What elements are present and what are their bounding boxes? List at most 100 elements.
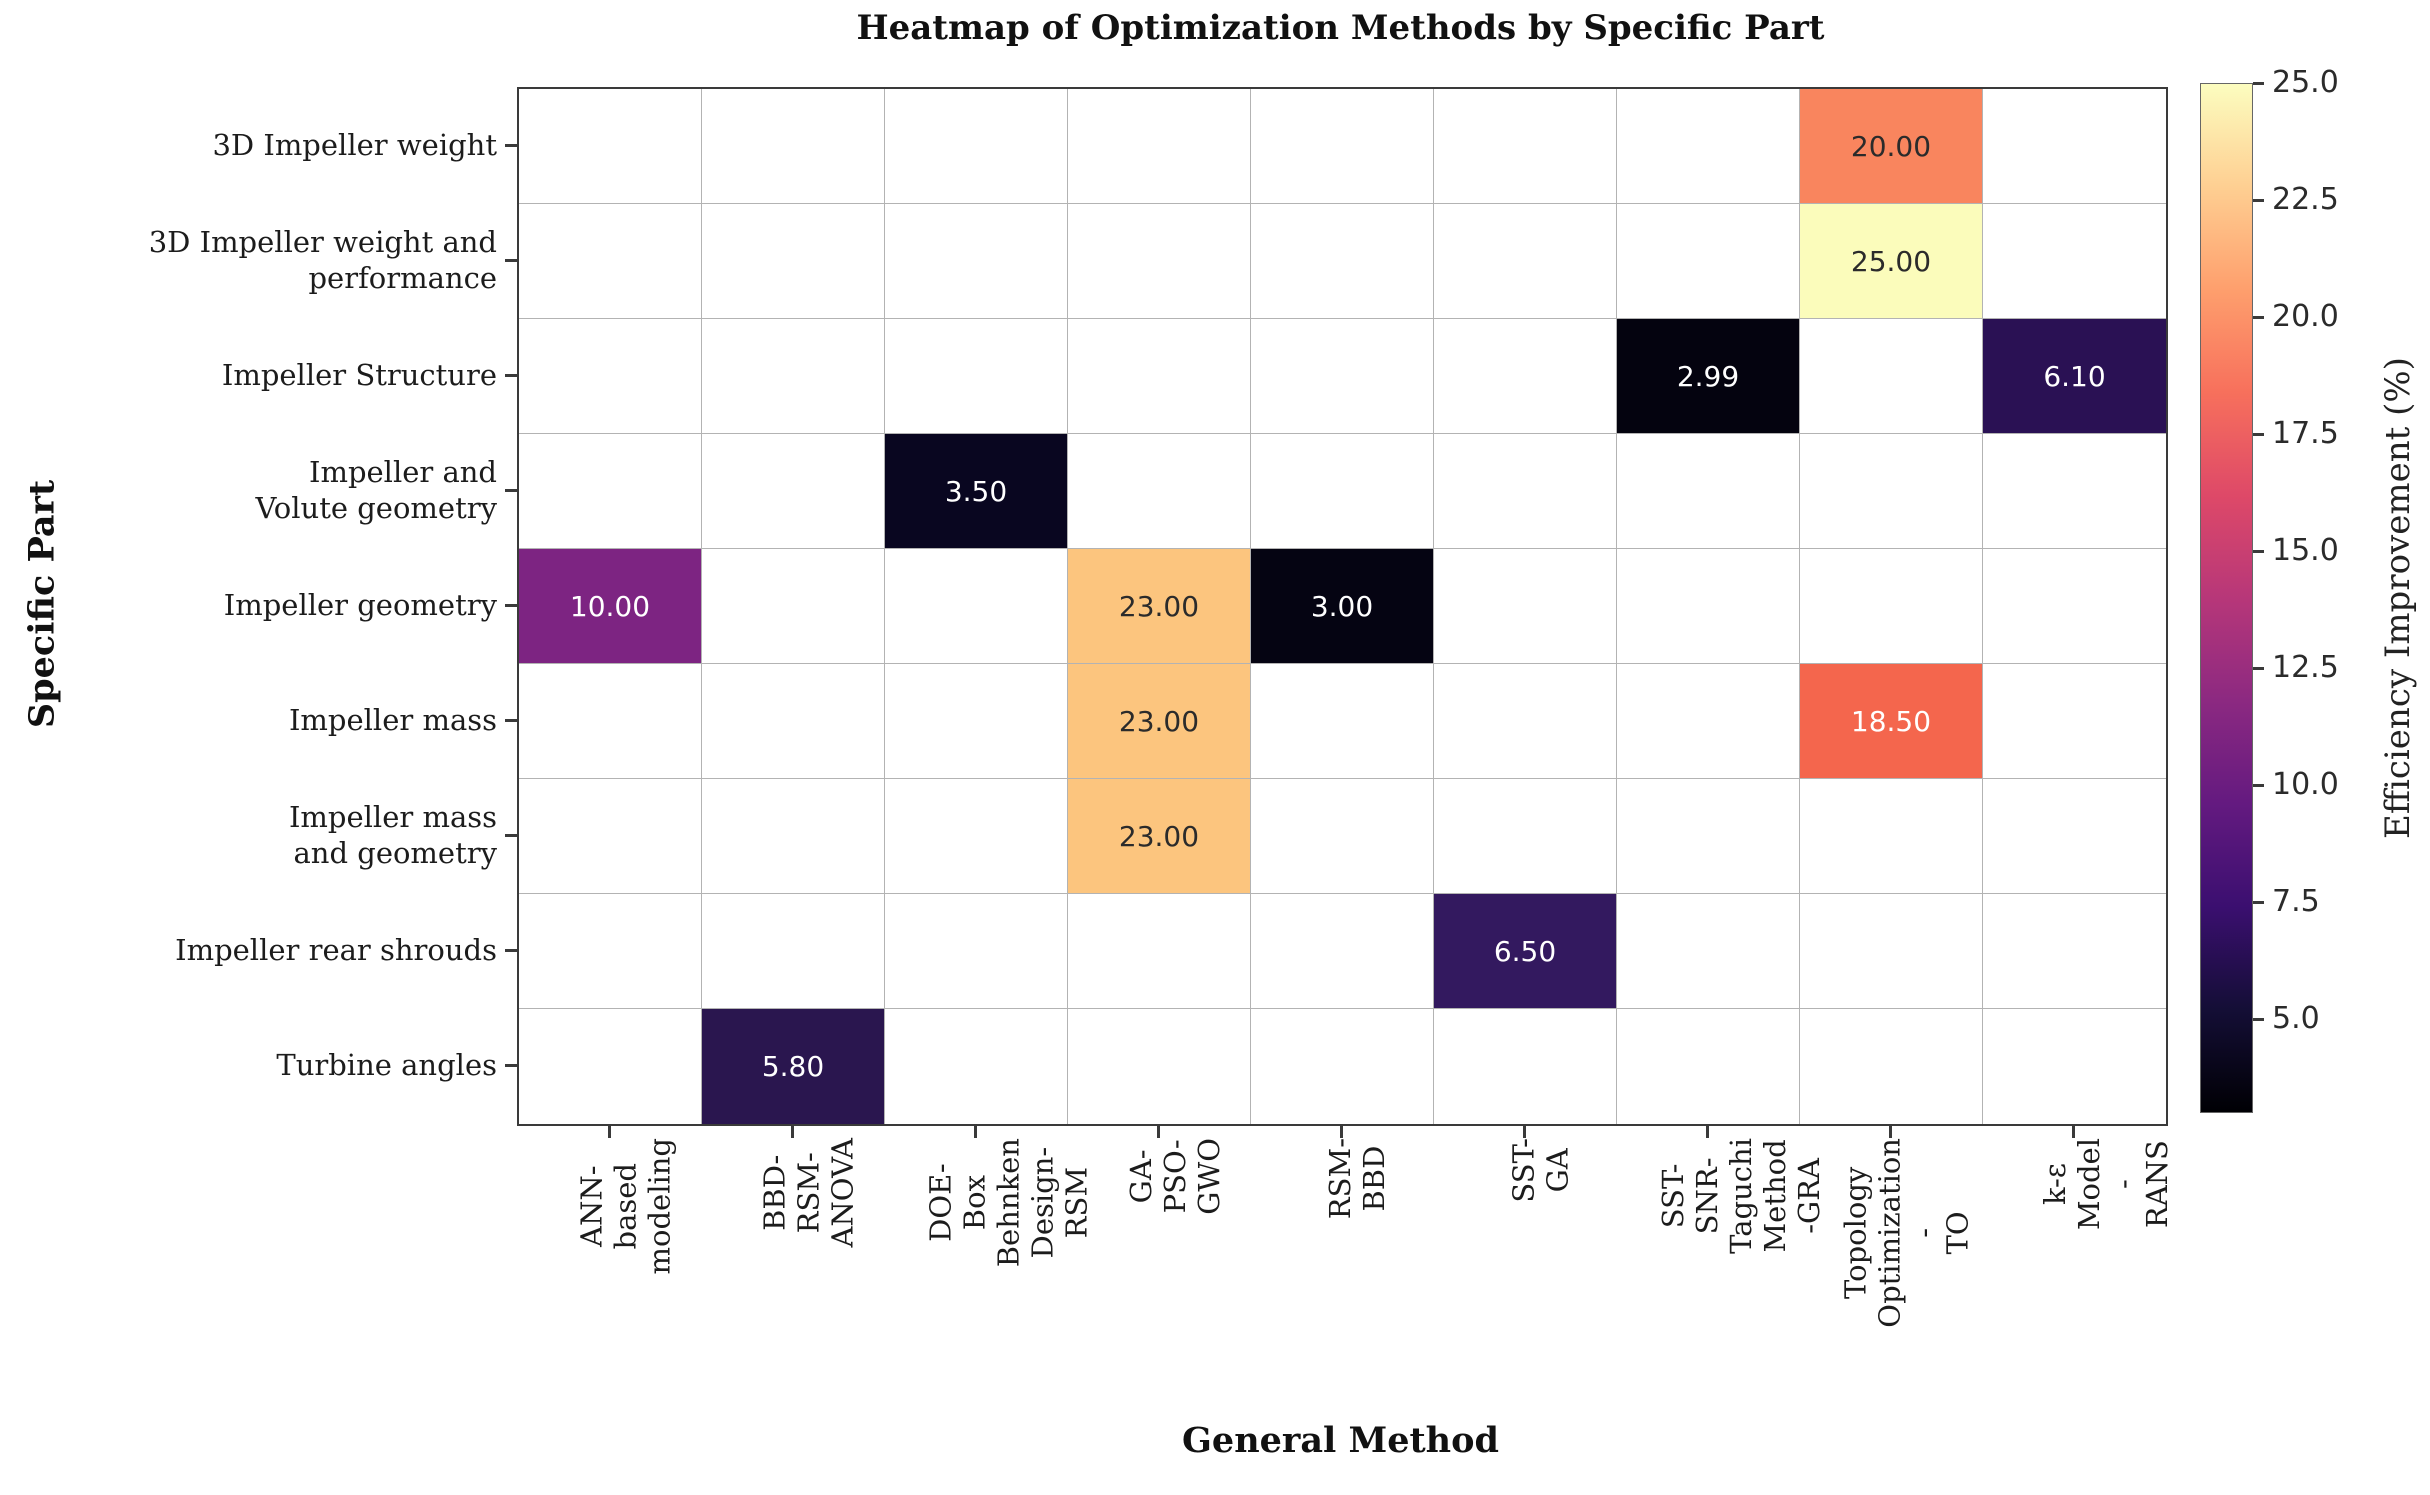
heatmap-cell [885, 779, 1068, 894]
heatmap-cell-annotated: 3.50 [885, 434, 1068, 549]
heatmap-cell [1617, 549, 1800, 664]
heatmap-cell [1983, 1009, 2166, 1124]
x-tick-label-text: DOE-Box Behnken Design- RSM [923, 1138, 1094, 1268]
heatmap-cell [702, 434, 885, 549]
colorbar-tick-label: 12.5 [2272, 649, 2339, 685]
heatmap-cell [1983, 89, 2166, 204]
heatmap-cell-annotated: 25.00 [1800, 204, 1983, 319]
heatmap-cell [1983, 779, 2166, 894]
heatmap-cell-annotated: 23.00 [1068, 549, 1251, 664]
heatmap-cell [1983, 434, 2166, 549]
colorbar-tick-mark [2253, 549, 2264, 553]
heatmap-cell-annotated: 5.80 [702, 1009, 885, 1124]
colorbar-tick-mark [2253, 900, 2264, 904]
y-tick-mark [505, 718, 517, 722]
y-tick-mark [505, 143, 517, 147]
heatmap-cell [1068, 894, 1251, 1009]
x-tick-label-text: RSM-BBD [1323, 1138, 1392, 1220]
y-tick-label: Impeller Structure [221, 357, 497, 392]
heatmap-cell [1434, 1009, 1617, 1124]
cell-value: 23.00 [1118, 589, 1200, 623]
heatmap-cell [1434, 434, 1617, 549]
colorbar-tick-label: 25.0 [2272, 65, 2339, 100]
x-tick-label-text: ANN-based modeling [574, 1138, 677, 1275]
heatmap-cell [885, 1009, 1068, 1124]
colorbar [2200, 83, 2253, 1113]
colorbar-tick-mark [2253, 198, 2264, 202]
heatmap-cell [1434, 89, 1617, 204]
y-tick-mark [505, 833, 517, 837]
heatmap-cell [519, 779, 702, 894]
heatmap-cell [1068, 204, 1251, 319]
heatmap-cell [1800, 549, 1983, 664]
x-axis-title: General Method [1182, 1420, 1499, 1461]
heatmap-cell [1800, 894, 1983, 1009]
heatmap-cell [1251, 779, 1434, 894]
colorbar-tick-label: 20.0 [2272, 298, 2339, 334]
heatmap-cell [702, 779, 885, 894]
heatmap-cell [885, 89, 1068, 204]
x-tick-mark [1888, 1126, 1892, 1138]
heatmap-cell [1068, 1009, 1251, 1124]
heatmap-cell [519, 89, 702, 204]
heatmap-cell [1068, 89, 1251, 204]
heatmap-cell [1251, 319, 1434, 434]
heatmap-cell-annotated: 6.50 [1434, 894, 1617, 1009]
x-tick-mark [1522, 1126, 1526, 1138]
heatmap-cell [702, 894, 885, 1009]
heatmap-cell [702, 89, 885, 204]
x-tick-mark [1156, 1126, 1160, 1138]
x-tick-mark [790, 1126, 794, 1138]
y-tick-label: Impeller geometry [223, 587, 497, 622]
heatmap-cell [1068, 319, 1251, 434]
y-tick-mark [505, 258, 517, 262]
heatmap-cell [885, 319, 1068, 434]
y-tick-label: Turbine angles [276, 1047, 497, 1082]
cell-value: 2.99 [1676, 359, 1740, 393]
heatmap-cell-annotated: 18.50 [1800, 664, 1983, 779]
heatmap-cell [1617, 1009, 1800, 1124]
x-tick-label-text: Topology Optimization - TO [1838, 1138, 1975, 1328]
x-tick-label-text: SST-GA [1506, 1138, 1575, 1203]
y-tick-mark [505, 488, 517, 492]
heatmap-cell [1800, 434, 1983, 549]
heatmap-cell [1983, 664, 2166, 779]
heatmap-cell-annotated: 23.00 [1068, 779, 1251, 894]
cell-value: 25.00 [1850, 244, 1932, 278]
cell-value: 5.80 [761, 1050, 825, 1083]
y-tick-label: Impeller and Volute geometry [255, 454, 497, 525]
cell-value: 23.00 [1118, 819, 1200, 853]
heatmap-cell [519, 664, 702, 779]
x-tick-mark [973, 1126, 977, 1138]
colorbar-tick-label: 15.0 [2272, 532, 2339, 568]
x-tick-mark [1705, 1126, 1709, 1138]
heatmap-cell-annotated: 10.00 [519, 549, 702, 664]
y-tick-mark [505, 1063, 517, 1067]
heatmap-cell [1434, 779, 1617, 894]
heatmap-cell-annotated: 3.00 [1251, 549, 1434, 664]
heatmap-cell [1983, 549, 2166, 664]
heatmap-cell [1617, 89, 1800, 204]
heatmap-cell [519, 204, 702, 319]
y-tick-label: Impeller mass and geometry [288, 799, 497, 870]
heatmap-cell [519, 434, 702, 549]
y-tick-mark [505, 948, 517, 952]
heatmap-cell [1800, 319, 1983, 434]
colorbar-tick-mark [2253, 1017, 2264, 1021]
heatmap-cell [885, 894, 1068, 1009]
cell-value: 6.10 [2043, 359, 2106, 393]
heatmap-cell [1434, 664, 1617, 779]
cell-value: 20.00 [1850, 129, 1932, 163]
y-tick-label: 3D Impeller weight [212, 127, 497, 162]
heatmap-cell [1800, 779, 1983, 894]
x-tick-mark [2071, 1126, 2075, 1138]
heatmap-cell [519, 894, 702, 1009]
cell-value: 3.00 [1310, 589, 1374, 623]
heatmap-cell-annotated: 6.10 [1983, 319, 2166, 434]
heatmap-cell [1251, 894, 1434, 1009]
heatmap-cell [1983, 894, 2166, 1009]
heatmap-cell [1617, 434, 1800, 549]
heatmap-cell [519, 319, 702, 434]
colorbar-tick-label: 10.0 [2272, 766, 2339, 802]
heatmap-cell [1617, 664, 1800, 779]
